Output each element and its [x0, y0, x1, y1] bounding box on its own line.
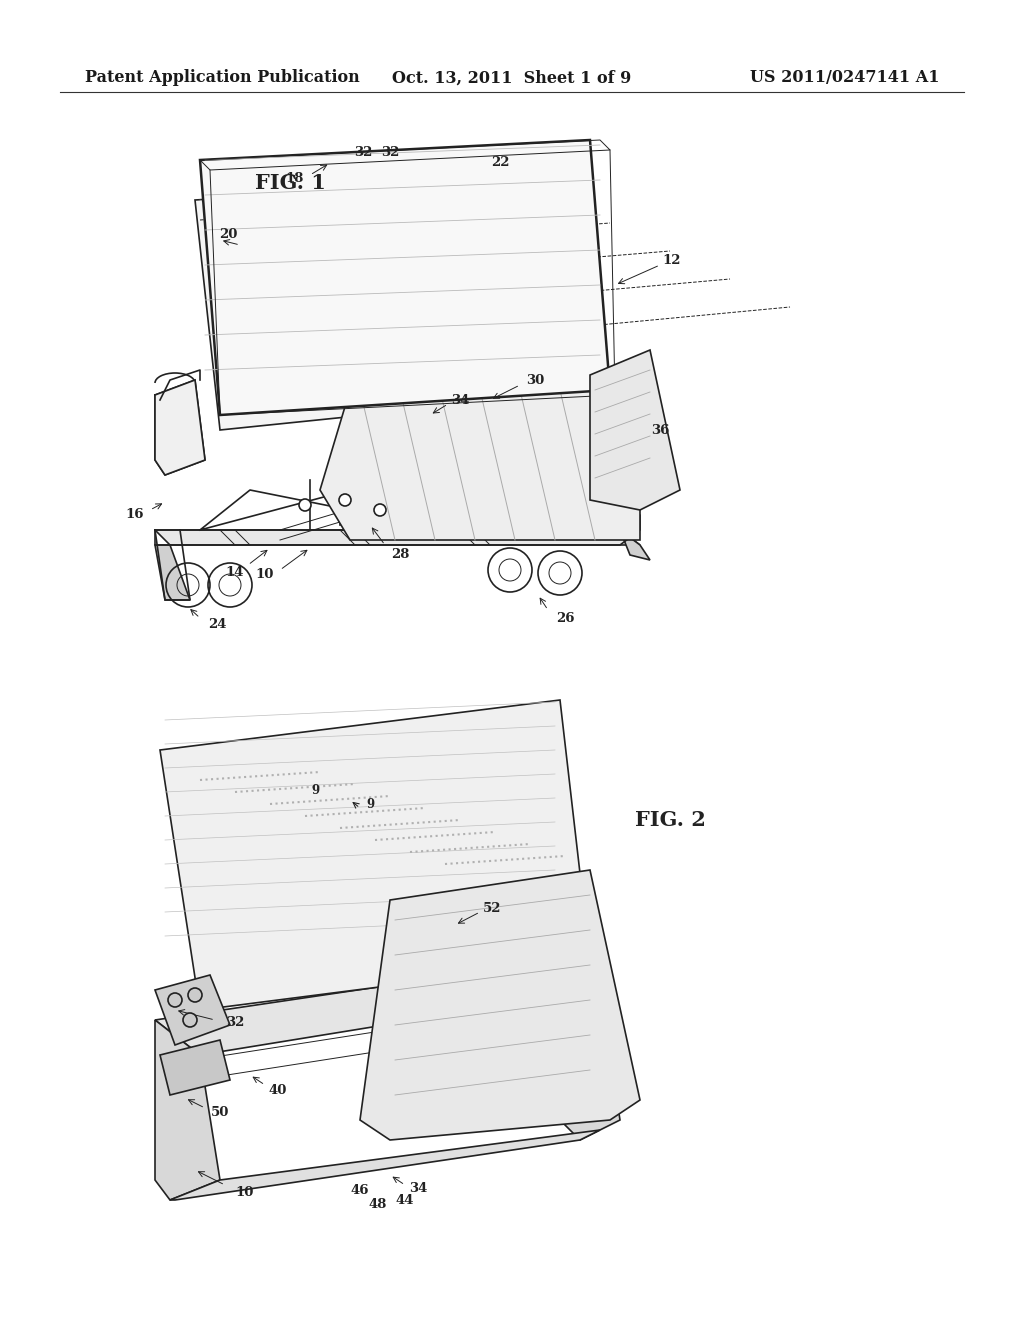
- Text: 48: 48: [369, 1199, 387, 1212]
- Text: Patent Application Publication: Patent Application Publication: [85, 70, 359, 87]
- Text: 52: 52: [482, 902, 502, 915]
- Text: 46: 46: [351, 1184, 370, 1196]
- Text: 36: 36: [651, 424, 670, 437]
- Circle shape: [374, 504, 386, 516]
- Polygon shape: [200, 140, 610, 414]
- Text: 18: 18: [286, 172, 304, 185]
- Polygon shape: [560, 960, 620, 1140]
- Text: 44: 44: [395, 1193, 415, 1206]
- Circle shape: [339, 494, 351, 506]
- Circle shape: [183, 1012, 197, 1027]
- Circle shape: [188, 987, 202, 1002]
- Polygon shape: [155, 975, 230, 1045]
- Polygon shape: [155, 545, 190, 601]
- Text: 12: 12: [663, 253, 681, 267]
- Polygon shape: [160, 1040, 230, 1096]
- Text: 50: 50: [211, 1106, 229, 1118]
- Text: 28: 28: [391, 549, 410, 561]
- Text: US 2011/0247141 A1: US 2011/0247141 A1: [751, 70, 940, 87]
- Polygon shape: [195, 176, 610, 430]
- Text: FIG. 1: FIG. 1: [255, 173, 326, 193]
- Polygon shape: [155, 531, 640, 545]
- Text: 40: 40: [269, 1084, 287, 1097]
- Text: 30: 30: [526, 374, 544, 387]
- Text: 20: 20: [219, 228, 238, 242]
- Text: 10: 10: [236, 1185, 254, 1199]
- Polygon shape: [155, 380, 205, 475]
- Text: FIG. 2: FIG. 2: [635, 810, 706, 830]
- Polygon shape: [360, 870, 640, 1140]
- Text: 9: 9: [366, 799, 374, 812]
- Text: 32: 32: [226, 1015, 244, 1028]
- Text: 22: 22: [490, 157, 509, 169]
- Polygon shape: [160, 700, 590, 1010]
- Text: 26: 26: [556, 611, 574, 624]
- Text: 10: 10: [256, 569, 274, 582]
- Text: 24: 24: [208, 619, 226, 631]
- Polygon shape: [155, 1020, 220, 1200]
- Text: 16: 16: [126, 507, 144, 520]
- Text: 14: 14: [225, 565, 245, 578]
- Text: 32: 32: [354, 147, 372, 160]
- Polygon shape: [155, 960, 600, 1055]
- Circle shape: [168, 993, 182, 1007]
- Polygon shape: [319, 380, 640, 540]
- Text: 9: 9: [311, 784, 319, 796]
- Text: 34: 34: [451, 393, 469, 407]
- Polygon shape: [170, 1130, 600, 1200]
- Polygon shape: [590, 350, 680, 510]
- Circle shape: [299, 499, 311, 511]
- Text: 34: 34: [409, 1181, 427, 1195]
- Text: 32: 32: [381, 147, 399, 160]
- Text: Oct. 13, 2011  Sheet 1 of 9: Oct. 13, 2011 Sheet 1 of 9: [392, 70, 632, 87]
- Polygon shape: [620, 531, 650, 560]
